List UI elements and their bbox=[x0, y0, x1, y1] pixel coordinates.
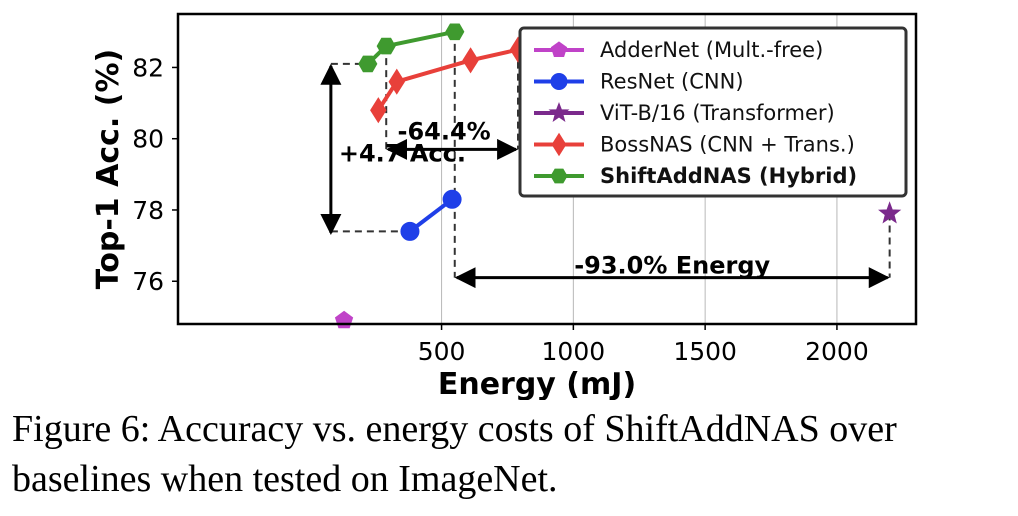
legend-entry: ViT-B/16 (Transformer) bbox=[600, 101, 835, 125]
x-tick-label: 1500 bbox=[673, 337, 737, 366]
x-tick-label: 2000 bbox=[805, 337, 869, 366]
annotation-label: -93.0% Energy bbox=[574, 252, 770, 280]
legend-marker bbox=[550, 41, 568, 57]
data-point-1 bbox=[400, 221, 420, 241]
y-tick-label: 76 bbox=[132, 267, 164, 296]
data-point-3 bbox=[388, 68, 406, 95]
x-tick-label: 500 bbox=[418, 337, 466, 366]
legend-entry: AdderNet (Mult.-free) bbox=[600, 38, 823, 62]
data-point-4 bbox=[358, 55, 378, 73]
x-axis-label: Energy (mJ) bbox=[438, 367, 636, 400]
annotation-label: +4.7 Acc. bbox=[339, 139, 466, 167]
data-point-1 bbox=[442, 189, 462, 209]
series-line-3 bbox=[376, 47, 519, 112]
annotation-label: -64.4% bbox=[397, 117, 490, 145]
y-tick-label: 82 bbox=[132, 53, 164, 82]
data-point-3 bbox=[370, 97, 387, 124]
legend-box bbox=[518, 26, 908, 198]
data-point-4 bbox=[376, 37, 396, 55]
plot-frame bbox=[176, 12, 918, 326]
x-tick-label: 1000 bbox=[542, 337, 606, 366]
legend-entry: BossNAS (CNN + Trans.) bbox=[600, 133, 855, 157]
legend-marker bbox=[551, 132, 567, 157]
legend-marker bbox=[550, 73, 568, 90]
data-point-3 bbox=[462, 47, 479, 74]
y-tick-label: 80 bbox=[132, 125, 164, 154]
y-axis-label: Top-1 Acc. (%) bbox=[91, 49, 126, 289]
legend-marker bbox=[548, 101, 570, 122]
legend-entry: ShiftAddNAS (Hybrid) bbox=[600, 164, 857, 188]
data-point-4 bbox=[445, 23, 465, 41]
legend-entry: ResNet (CNN) bbox=[600, 70, 744, 94]
y-tick-label: 78 bbox=[132, 196, 164, 225]
legend-marker bbox=[550, 168, 568, 184]
figure-caption: Figure 6: Accuracy vs. energy costs of S… bbox=[12, 408, 897, 500]
data-point-2 bbox=[878, 201, 902, 224]
accuracy-energy-chart: 500 1000 1500 2000 76 78 80 82 Energy (mJ) Top-1 … bbox=[91, 12, 918, 400]
